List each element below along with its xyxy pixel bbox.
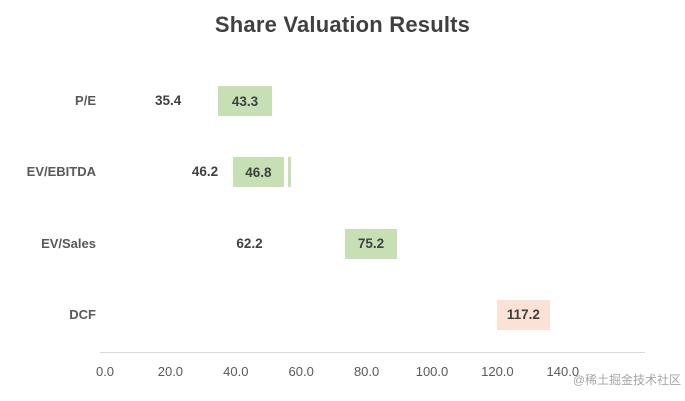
x-axis-tick-label: 0.0 (95, 364, 115, 379)
value-range-bar: 46.8 (233, 157, 284, 188)
x-axis-tick-label: 100.0 (415, 364, 449, 379)
category-label: EV/EBITDA (26, 164, 96, 180)
x-axis-tick-label: 120.0 (481, 364, 514, 379)
high-marker-bar (287, 157, 291, 188)
value-range-bar: 117.2 (497, 299, 550, 330)
category-label: P/E (75, 93, 96, 108)
low-value-label: 46.2 (191, 164, 219, 180)
x-axis-tick-label: 20.0 (157, 364, 184, 379)
x-axis-tick-label: 140.0 (546, 364, 580, 379)
x-axis-line (100, 352, 645, 353)
x-axis-tick-label: 40.0 (223, 364, 249, 379)
x-axis-tick-label: 80.0 (353, 364, 380, 379)
value-range-bar: 43.3 (218, 86, 272, 116)
category-label: EV/Sales (41, 235, 96, 251)
x-axis-tick-label: 60.0 (288, 364, 314, 379)
category-label: DCF (69, 306, 96, 322)
low-value-label: 62.2 (236, 235, 263, 251)
low-value-label: 35.4 (154, 93, 182, 108)
chart-title: Share Valuation Results (214, 12, 471, 37)
value-range-bar: 75.2 (345, 228, 397, 259)
watermark-text: @稀土掘金技术社区 (572, 373, 681, 387)
